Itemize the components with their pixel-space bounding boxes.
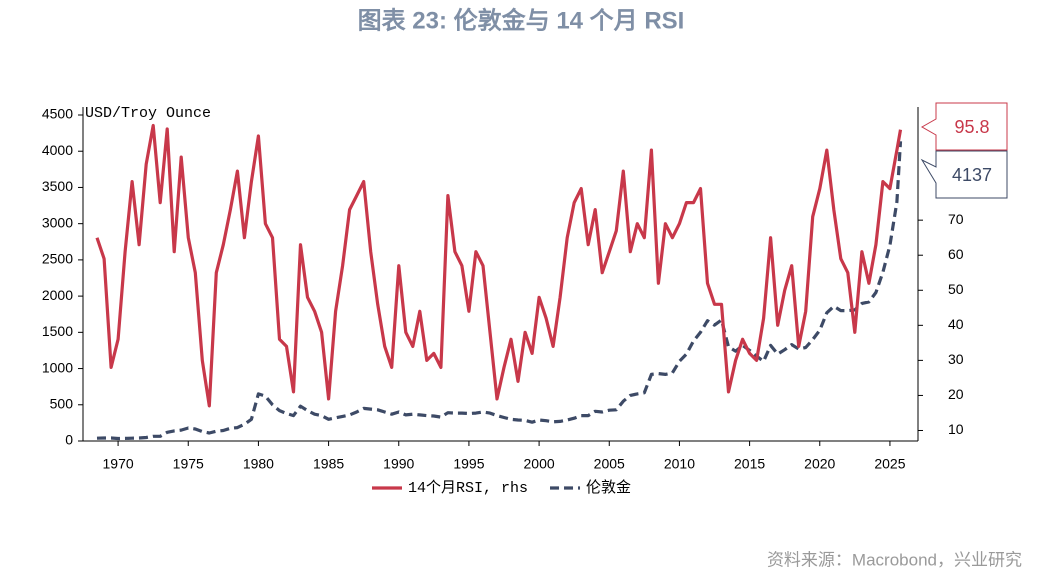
y-tick-label: 4000: [42, 142, 73, 158]
y-tick-label: 0: [65, 432, 73, 448]
y2-tick-label: 10: [948, 421, 964, 437]
chart-title: 图表 23: 伦敦金与 14 个月 RSI: [358, 6, 685, 34]
legend-label: 伦敦金: [586, 479, 631, 497]
y-axis-label: USD/Troy Ounce: [85, 105, 211, 122]
x-tick-label: 2015: [734, 456, 765, 472]
y-tick-label: 1000: [42, 359, 73, 375]
x-tick-label: 1990: [383, 456, 414, 472]
y2-tick-label: 20: [948, 386, 964, 402]
series-line: [95, 123, 903, 408]
y-tick-label: 3000: [42, 214, 73, 230]
x-tick-label: 2020: [804, 456, 835, 472]
y2-tick-label: 60: [948, 246, 964, 262]
x-tick-label: 1970: [103, 456, 134, 472]
x-tick-label: 1995: [453, 456, 484, 472]
y-tick-label: 2000: [42, 287, 73, 303]
value-label: 95.8: [954, 117, 989, 137]
x-tick-label: 1980: [243, 456, 274, 472]
x-tick-label: 1975: [173, 456, 204, 472]
callout-box: [920, 102, 1008, 151]
x-tick-label: 2010: [664, 456, 695, 472]
y-tick-label: 3500: [42, 178, 73, 194]
y-tick-label: 2500: [42, 251, 73, 267]
y2-tick-label: 30: [948, 351, 964, 367]
y2-tick-label: 50: [948, 281, 964, 297]
x-tick-label: 2000: [524, 456, 555, 472]
callout-box: [920, 150, 1008, 199]
y-tick-label: 1500: [42, 323, 73, 339]
y2-tick-label: 40: [948, 316, 964, 332]
y-tick-label: 4500: [42, 106, 73, 122]
x-tick-label: 1985: [313, 456, 344, 472]
y2-tick-label: 70: [948, 211, 964, 227]
source: 资料来源：Macrobond，兴业研究: [767, 550, 1022, 569]
y-tick-label: 500: [50, 395, 74, 411]
series-line: [96, 141, 903, 441]
value-label: 4137: [952, 165, 992, 185]
x-tick-label: 2025: [874, 456, 905, 472]
x-tick-label: 2005: [594, 456, 625, 472]
legend-label: 14个月RSI, rhs: [408, 479, 528, 497]
